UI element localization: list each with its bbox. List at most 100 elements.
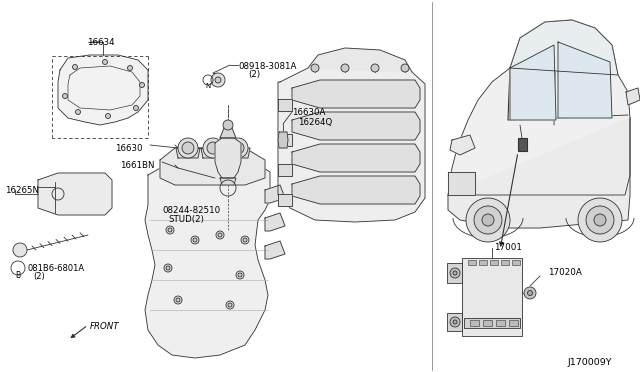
Text: (2): (2): [33, 272, 45, 281]
Circle shape: [102, 60, 108, 64]
Circle shape: [450, 317, 460, 327]
Polygon shape: [226, 148, 250, 158]
Circle shape: [164, 264, 172, 272]
Polygon shape: [278, 194, 292, 206]
Text: B: B: [15, 271, 20, 280]
Polygon shape: [215, 138, 241, 178]
Text: 16630: 16630: [115, 144, 143, 153]
Polygon shape: [448, 118, 630, 228]
Bar: [470, 320, 479, 326]
Circle shape: [453, 271, 457, 275]
Circle shape: [134, 106, 138, 110]
Circle shape: [166, 266, 170, 270]
Bar: [501, 260, 509, 265]
Text: 081B6-6801A: 081B6-6801A: [27, 264, 84, 273]
Circle shape: [176, 298, 180, 302]
Bar: [468, 260, 476, 265]
Polygon shape: [265, 213, 285, 231]
Circle shape: [13, 243, 27, 257]
Text: FRONT: FRONT: [90, 322, 120, 331]
Circle shape: [238, 273, 242, 277]
Circle shape: [578, 198, 622, 242]
Circle shape: [166, 226, 174, 234]
Polygon shape: [145, 158, 270, 358]
Polygon shape: [201, 148, 225, 158]
Text: STUD(2): STUD(2): [168, 215, 204, 224]
Polygon shape: [265, 185, 285, 203]
Text: 17001: 17001: [494, 243, 522, 252]
Circle shape: [594, 214, 606, 226]
Circle shape: [474, 206, 502, 234]
Text: N: N: [205, 83, 211, 89]
Circle shape: [236, 271, 244, 279]
Polygon shape: [510, 45, 556, 120]
Polygon shape: [448, 172, 475, 195]
Text: 08918-3081A: 08918-3081A: [238, 62, 296, 71]
Circle shape: [218, 233, 222, 237]
Polygon shape: [448, 52, 630, 195]
Circle shape: [193, 238, 197, 242]
Polygon shape: [58, 55, 148, 125]
Polygon shape: [292, 80, 420, 108]
Circle shape: [527, 291, 532, 295]
Circle shape: [341, 64, 349, 72]
Bar: [518, 138, 527, 151]
Circle shape: [127, 65, 132, 71]
Polygon shape: [510, 20, 618, 75]
Polygon shape: [278, 99, 292, 111]
Text: 08244-82510: 08244-82510: [162, 206, 220, 215]
Text: (2): (2): [248, 70, 260, 79]
Circle shape: [371, 64, 379, 72]
Circle shape: [168, 228, 172, 232]
Circle shape: [216, 231, 224, 239]
Circle shape: [401, 64, 409, 72]
Text: 16264Q: 16264Q: [298, 118, 332, 127]
Bar: [512, 260, 520, 265]
Polygon shape: [278, 132, 288, 148]
Bar: [447, 263, 462, 283]
Circle shape: [63, 93, 67, 99]
Circle shape: [482, 214, 494, 226]
Circle shape: [586, 206, 614, 234]
Bar: [509, 320, 518, 326]
Text: 16630A: 16630A: [292, 108, 325, 117]
Polygon shape: [220, 125, 236, 138]
Circle shape: [453, 320, 457, 324]
Polygon shape: [160, 148, 265, 185]
Circle shape: [524, 287, 536, 299]
Polygon shape: [278, 62, 425, 222]
Circle shape: [140, 83, 145, 87]
Polygon shape: [38, 173, 112, 215]
Polygon shape: [292, 112, 420, 140]
Circle shape: [311, 64, 319, 72]
Circle shape: [191, 236, 199, 244]
Circle shape: [178, 138, 198, 158]
Circle shape: [211, 73, 225, 87]
Circle shape: [174, 296, 182, 304]
Polygon shape: [558, 42, 612, 118]
Circle shape: [76, 109, 81, 115]
Polygon shape: [626, 88, 640, 105]
Polygon shape: [220, 178, 236, 185]
Circle shape: [223, 120, 233, 130]
Circle shape: [106, 113, 111, 119]
Polygon shape: [265, 241, 285, 259]
Polygon shape: [176, 148, 200, 158]
Text: 17020A: 17020A: [548, 268, 582, 277]
Circle shape: [232, 142, 244, 154]
Bar: [462, 258, 522, 336]
Bar: [496, 320, 505, 326]
Polygon shape: [278, 164, 292, 176]
Circle shape: [228, 303, 232, 307]
Bar: [447, 313, 462, 331]
Circle shape: [243, 238, 247, 242]
Circle shape: [450, 268, 460, 278]
Polygon shape: [308, 48, 412, 72]
Circle shape: [228, 138, 248, 158]
Circle shape: [241, 236, 249, 244]
Circle shape: [207, 142, 219, 154]
Polygon shape: [510, 20, 618, 75]
Polygon shape: [450, 135, 475, 155]
Polygon shape: [292, 144, 420, 172]
Text: 16265N: 16265N: [5, 186, 39, 195]
